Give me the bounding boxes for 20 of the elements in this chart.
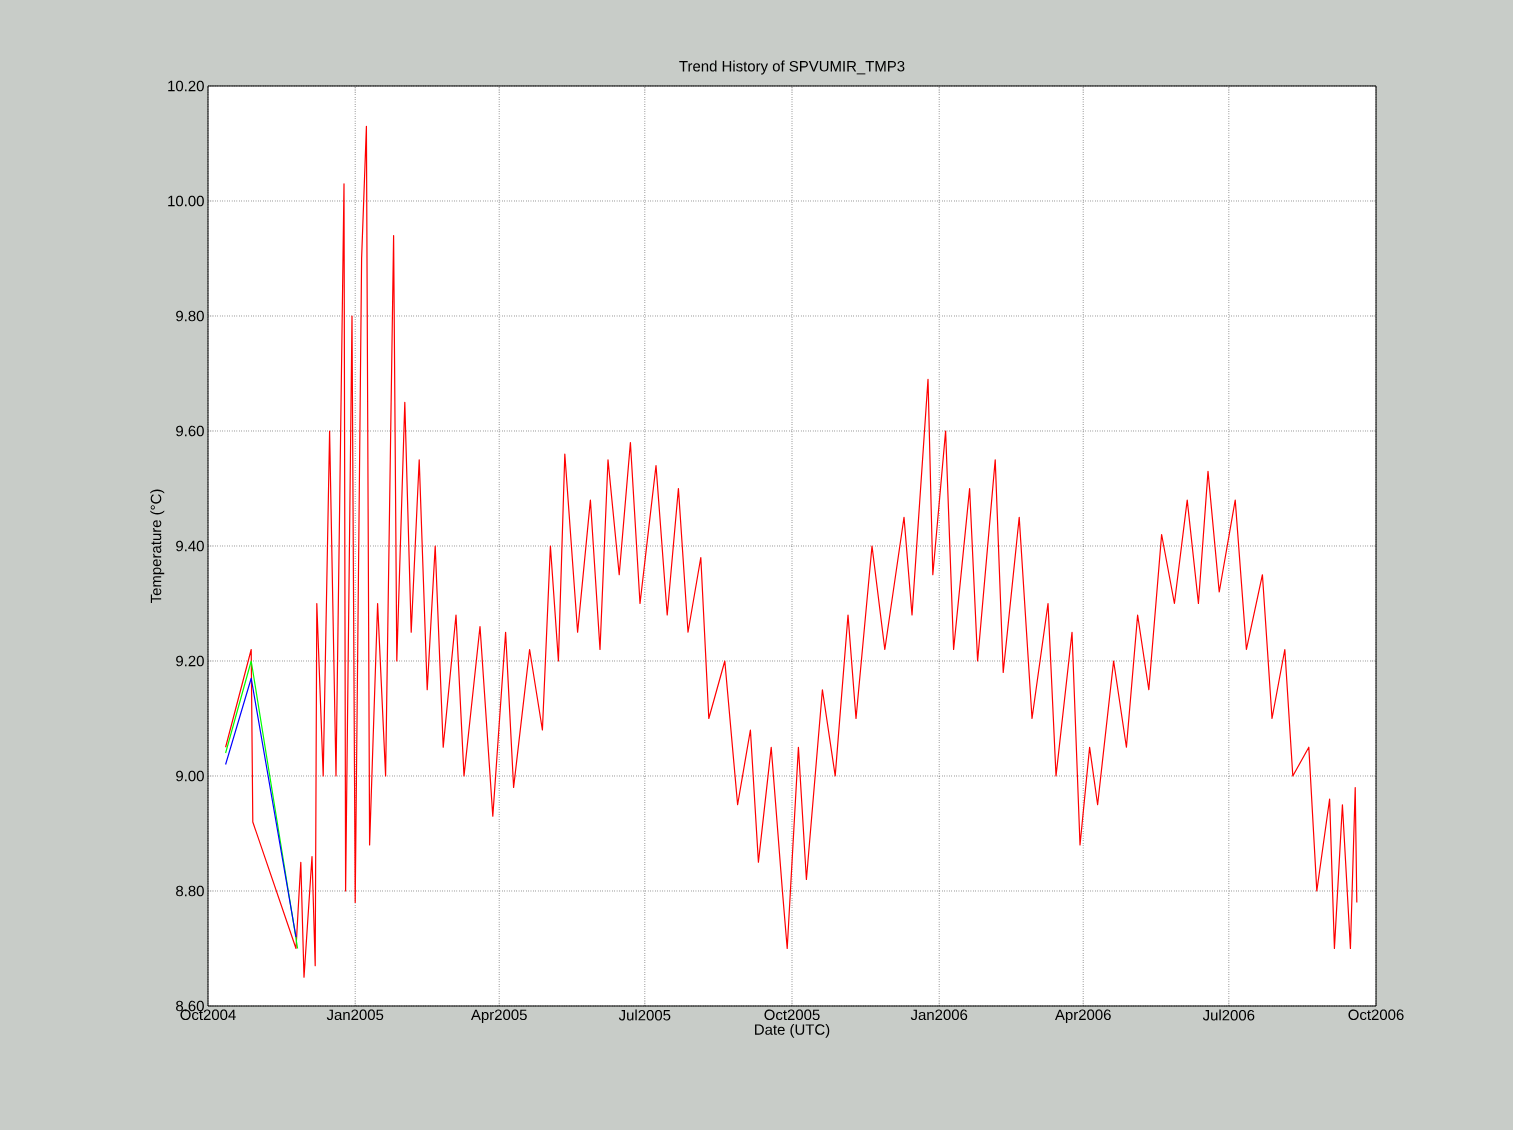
y-tick-label: 9.80 <box>176 310 204 322</box>
chart-title: Trend History of SPVUMIR_TMP3 <box>679 60 905 75</box>
y-tick-label: 10.00 <box>168 195 204 207</box>
y-axis-title: Temperature (°C) <box>150 489 165 604</box>
line-series <box>225 125 1358 978</box>
y-tick-label: 9.20 <box>176 655 204 667</box>
y-tick-label: 9.00 <box>176 770 204 782</box>
y-tick-label: 10.20 <box>168 80 204 92</box>
x-tick-label: Apr2006 <box>1055 1009 1111 1024</box>
x-tick-label: Jan2005 <box>326 1009 384 1021</box>
x-tick-label: Jul2006 <box>1202 1009 1255 1021</box>
x-tick-label: Jul2005 <box>618 1009 671 1021</box>
y-tick-label: 9.60 <box>176 425 204 437</box>
y-tick-label: 9.40 <box>176 540 204 552</box>
x-tick-label: Oct2006 <box>1348 1009 1404 1021</box>
x-tick-label: Apr2005 <box>470 1009 527 1024</box>
y-tick-label: 8.80 <box>176 885 204 897</box>
x-tick-label: Oct2005 <box>764 1009 820 1021</box>
x-axis-title: Date (UTC) <box>755 1023 830 1038</box>
x-tick-label: Jan2006 <box>910 1009 968 1021</box>
